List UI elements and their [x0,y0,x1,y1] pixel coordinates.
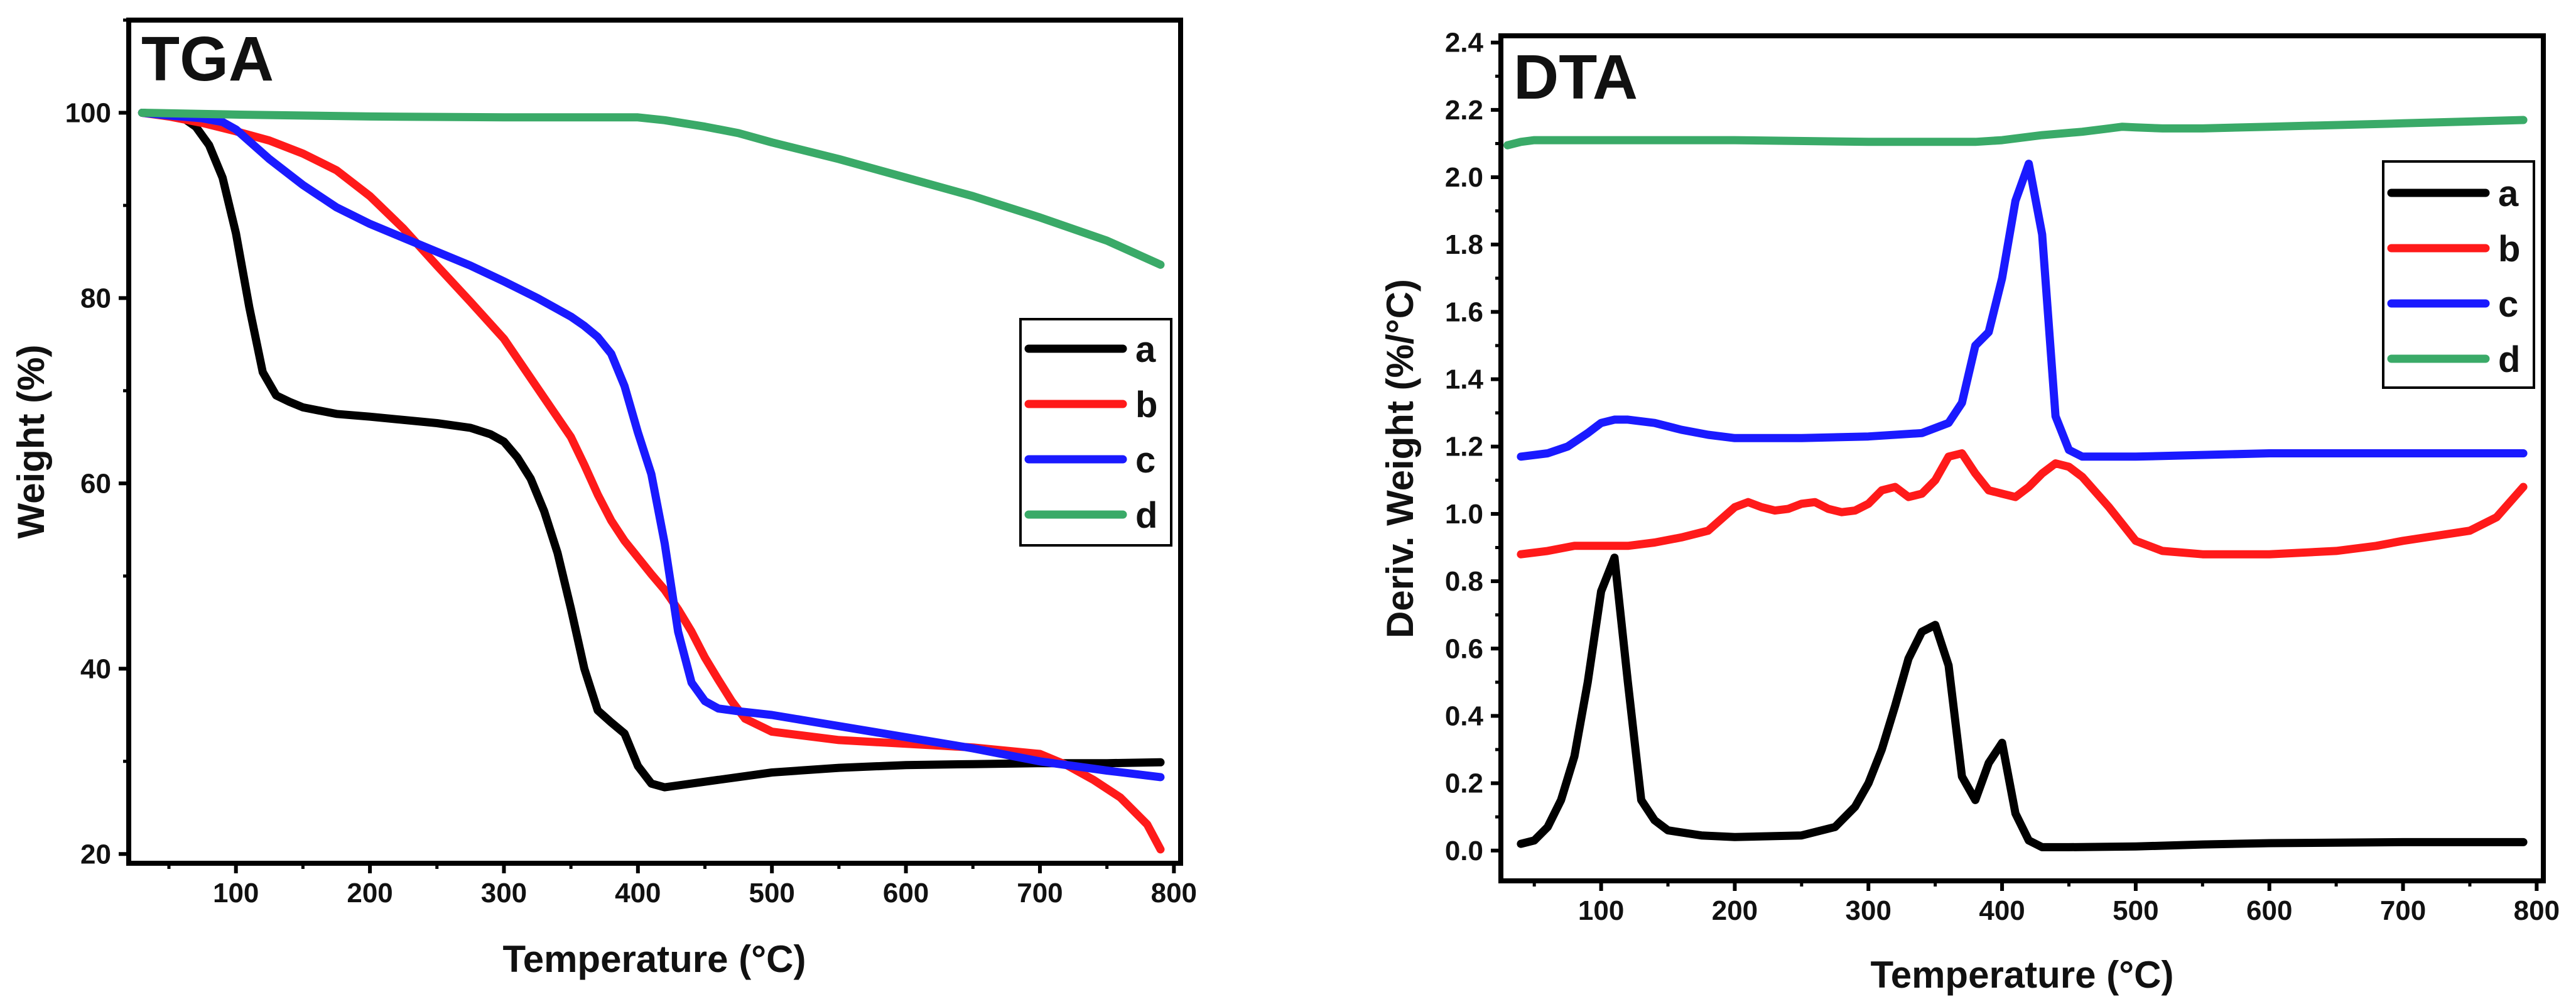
tga-x-tick-label: 700 [1017,878,1063,909]
dta-x-tick-label: 100 [1578,895,1624,926]
dta-y-tick-label: 0.4 [1445,701,1484,731]
tga-series-a-line [138,109,1165,792]
dta-x-tick-label: 400 [1979,895,2025,926]
dta-y-axis-label: Deriv. Weight (%/°C) [1379,279,1421,638]
dta-y-tick-label: 1.0 [1445,499,1483,530]
dta-legend-label-b: b [2498,229,2520,270]
tga-y-tick-label: 80 [80,283,111,314]
tga-y-tick-label: 60 [80,468,111,499]
dta-x-tick-label: 300 [1846,895,1891,926]
tga-y-tick-label: 100 [65,97,111,128]
dta-series-c-line [1517,160,2528,461]
tga-legend: a b c d [1019,318,1172,547]
tga-x-tick-label: 300 [481,878,527,909]
dta-series [1503,116,2528,851]
tga-legend-label-c: c [1135,440,1155,481]
dta-x-tick-label: 600 [2246,895,2292,926]
dta-legend: a b c d [2382,160,2535,389]
dta-x-tick-label: 700 [2380,895,2426,926]
tga-plot-frame [126,18,1183,866]
tga-ticks: 100 200 300 400 500 600 700 800 20 40 60 80 100 [65,18,1197,909]
tga-legend-label-a: a [1135,329,1156,370]
tga-series [138,109,1165,854]
dta-y-tick-label: 0.2 [1445,768,1483,799]
tga-x-tick-label: 200 [347,878,392,909]
dta-series-b-line [1517,449,2528,559]
dta-legend-box [2382,160,2535,389]
tga-x-tick-label: 800 [1151,878,1197,909]
dta-x-axis-label: Temperature (°C) [1871,954,2174,996]
dta-y-tick-label: 1.4 [1445,364,1484,395]
tga-title: TGA [141,24,274,94]
dta-y-tick-label: 2.0 [1445,162,1483,193]
dta-title: DTA [1513,42,1638,112]
tga-panel: TGA Temperature (°C) Weight (%) 100 200 30… [10,18,1197,980]
tga-y-tick-label: 40 [80,653,111,684]
dta-panel: DTA Temperature (°C) Deriv. Weight (%/°C… [1379,28,2560,996]
dta-x-tick-label: 800 [2514,895,2560,926]
tga-x-tick-label: 400 [615,878,661,909]
dta-legend-label-c: c [2498,284,2518,325]
dta-ticks: 100 200 300 400 500 600 700 800 0.0 0.2 0.4 0.6 0.8 1… [1445,28,2560,926]
dta-y-tick-label: 0.0 [1445,836,1483,866]
tga-series-c-line [138,109,1165,782]
tga-x-tick-label: 500 [749,878,794,909]
dta-y-tick-label: 1.6 [1445,297,1483,327]
dta-y-tick-label: 2.4 [1445,28,1484,58]
tga-x-tick-label: 600 [883,878,929,909]
dta-y-tick-label: 2.2 [1445,95,1483,126]
tga-x-tick-label: 100 [213,878,259,909]
tga-legend-box [1019,318,1172,547]
dta-y-tick-label: 0.6 [1445,633,1483,664]
tga-y-axis-label: Weight (%) [10,345,52,539]
tga-series-d-line [138,109,1165,269]
dta-y-tick-label: 1.2 [1445,432,1483,462]
dta-series-d-line [1503,116,2528,150]
dta-y-tick-label: 1.8 [1445,229,1483,260]
dta-legend-label-a: a [2498,173,2519,214]
dta-plot-frame [1498,33,2546,883]
tga-legend-label-b: b [1135,385,1157,425]
tga-legend-label-d: d [1135,495,1157,536]
dta-x-tick-label: 200 [1712,895,1758,926]
tga-x-axis-label: Temperature (°C) [503,938,806,980]
dta-x-tick-label: 500 [2113,895,2158,926]
dta-y-tick-label: 0.8 [1445,566,1483,597]
tga-y-tick-label: 20 [80,839,111,870]
dta-series-a-line [1517,554,2528,851]
dta-legend-label-d: d [2498,339,2520,380]
